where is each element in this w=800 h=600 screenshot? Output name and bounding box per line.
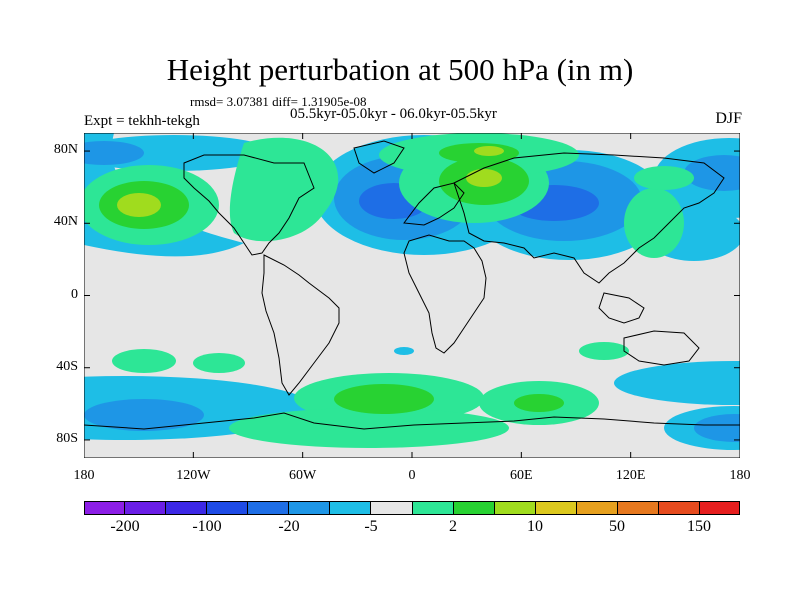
coastlines: [84, 140, 740, 430]
colorbar-label: -100: [192, 518, 222, 535]
longitude-tick-label: 180: [73, 468, 95, 483]
colorbar-box: [84, 501, 126, 515]
colorbar-box: [207, 501, 249, 515]
colorbar-box: [248, 501, 290, 515]
colorbar-box: [658, 501, 700, 515]
axis-ticks: [84, 133, 740, 458]
colorbar-box: [125, 501, 167, 515]
colorbar-box: [494, 501, 536, 515]
colorbar-box: [412, 501, 454, 515]
longitude-tick-label: 0: [408, 468, 416, 483]
colorbar-label: 50: [609, 518, 625, 535]
longitude-tick-label: 60E: [510, 468, 533, 483]
colorbar-box: [453, 501, 495, 515]
colorbar-box: [289, 501, 331, 515]
colorbar-box: [535, 501, 577, 515]
experiment-label: Expt = tekhh-tekgh: [84, 113, 200, 129]
longitude-tick-label: 120E: [615, 468, 646, 483]
colorbar-box: [330, 501, 372, 515]
longitude-tick-label: 60W: [289, 468, 317, 483]
colorbar-label: -200: [110, 518, 140, 535]
colorbar-label: 2: [449, 518, 457, 535]
chart-title: Height perturbation at 500 hPa (in m): [166, 52, 634, 87]
stats-line: rmsd= 3.07381 diff= 1.31905e-08: [190, 94, 367, 109]
latitude-tick-label: 40S: [56, 358, 78, 374]
latitude-tick-label: 80N: [53, 142, 78, 158]
colorbar-label: -20: [278, 518, 300, 535]
colorbar: [84, 501, 740, 515]
colorbar-box: [617, 501, 659, 515]
season-label: DJF: [715, 110, 742, 127]
latitude-tick-label: 80S: [56, 430, 78, 446]
latitude-tick-label: 0: [71, 286, 78, 302]
longitude-tick-label: 180: [729, 468, 751, 483]
period-line: 05.5kyr-05.0kyr - 06.0kyr-05.5kyr: [290, 106, 497, 122]
map-plot: [84, 133, 740, 458]
colorbar-label: -5: [364, 518, 378, 535]
map-panel: [84, 133, 740, 458]
colorbar-label: 150: [687, 518, 711, 535]
colorbar-label: 10: [527, 518, 543, 535]
latitude-tick-label: 40N: [53, 214, 78, 230]
longitude-tick-label: 120W: [176, 468, 211, 483]
colorbar-box: [371, 501, 413, 515]
colorbar-box: [166, 501, 208, 515]
colorbar-box: [699, 501, 740, 515]
positive-yellow-green-regions: [117, 146, 504, 217]
colorbar-box: [576, 501, 618, 515]
